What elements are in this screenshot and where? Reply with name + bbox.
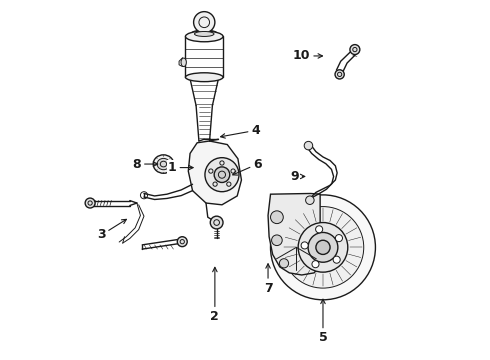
Ellipse shape xyxy=(157,158,170,170)
Circle shape xyxy=(316,240,330,255)
Ellipse shape xyxy=(181,58,186,67)
Circle shape xyxy=(194,12,215,33)
Circle shape xyxy=(205,158,239,192)
Circle shape xyxy=(271,235,282,246)
Polygon shape xyxy=(268,193,320,275)
Circle shape xyxy=(350,45,360,54)
Circle shape xyxy=(270,211,283,224)
Text: 8: 8 xyxy=(133,158,158,171)
Circle shape xyxy=(304,141,313,150)
Text: 1: 1 xyxy=(168,161,193,174)
Circle shape xyxy=(282,207,364,288)
Circle shape xyxy=(210,216,223,229)
Text: 5: 5 xyxy=(318,299,327,344)
Circle shape xyxy=(301,242,308,249)
Polygon shape xyxy=(188,141,242,205)
Circle shape xyxy=(177,237,187,247)
Circle shape xyxy=(316,226,323,233)
Text: 6: 6 xyxy=(233,158,262,175)
Text: 10: 10 xyxy=(293,49,322,62)
Circle shape xyxy=(279,259,289,268)
Circle shape xyxy=(85,198,95,208)
Text: 7: 7 xyxy=(264,264,272,294)
Circle shape xyxy=(298,222,348,272)
Circle shape xyxy=(214,167,230,183)
Circle shape xyxy=(312,261,319,268)
Ellipse shape xyxy=(195,31,214,36)
Circle shape xyxy=(308,233,338,262)
Ellipse shape xyxy=(185,73,223,82)
Circle shape xyxy=(270,195,375,300)
Text: 9: 9 xyxy=(290,170,305,183)
Text: 2: 2 xyxy=(211,267,219,323)
Circle shape xyxy=(333,256,340,263)
Ellipse shape xyxy=(185,31,223,42)
Circle shape xyxy=(335,235,343,242)
Circle shape xyxy=(306,196,314,204)
Ellipse shape xyxy=(191,30,218,38)
Circle shape xyxy=(335,70,344,79)
Text: 4: 4 xyxy=(220,124,260,138)
Ellipse shape xyxy=(153,155,174,173)
Text: 3: 3 xyxy=(97,219,126,242)
